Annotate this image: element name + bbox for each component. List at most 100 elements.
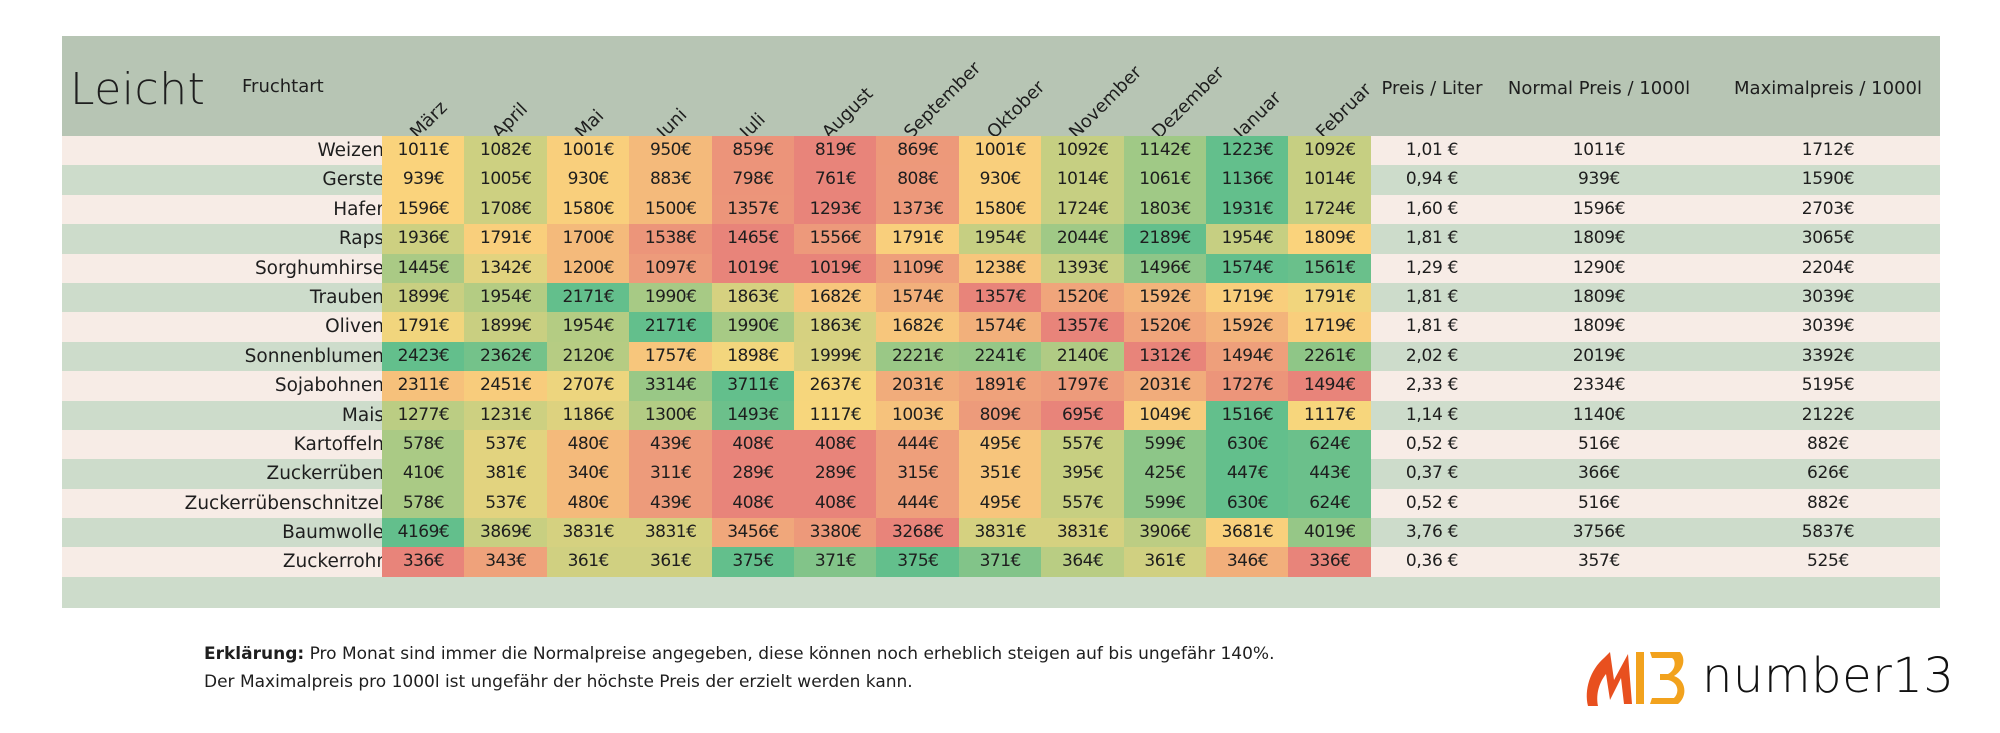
month-price-cell: 695€ <box>1041 400 1125 430</box>
month-price-cell: 1357€ <box>1041 312 1125 342</box>
month-price-cell: 1682€ <box>876 312 960 342</box>
month-price-cell: 1574€ <box>876 282 960 313</box>
max-price-cell: 3039€ <box>1801 316 1855 337</box>
month-price-cell: 408€ <box>794 429 877 460</box>
table-body: Weizen 1011€ 1082€ 1001€ 950€ 859€ 819€ 869€ 100… <box>62 136 1940 577</box>
month-price-cell: 1954€ <box>1206 224 1289 254</box>
price-per-liter-cell: 0,37 € <box>1405 463 1459 484</box>
month-price-cell: 1109€ <box>876 253 960 283</box>
month-price-cell: 1791€ <box>1288 282 1372 313</box>
month-price-cell: 1954€ <box>546 312 630 342</box>
month-price-cell: 1373€ <box>876 194 960 225</box>
table-header: Leicht Fruchtart März April Mai Juni Juli Aug… <box>62 36 1940 143</box>
crop-column-header: Fruchtart <box>242 76 324 97</box>
month-price-cell: 3831€ <box>546 518 630 548</box>
extra-column-header: Maximalpreis / 1000l <box>1734 78 1922 99</box>
logo-text: number13 <box>1702 648 1955 704</box>
month-price-cell: 2311€ <box>382 371 465 401</box>
brand-logo: number13 <box>1580 640 1954 710</box>
month-price-cell: 1791€ <box>464 224 548 254</box>
normal-price-cell: 3756€ <box>1572 522 1626 543</box>
month-price-cell: 578€ <box>382 488 465 519</box>
month-price-cell: 336€ <box>382 547 465 577</box>
price-per-liter-cell: 0,52 € <box>1405 492 1459 513</box>
month-price-cell: 289€ <box>794 459 877 489</box>
month-price-cell: 1200€ <box>546 253 630 283</box>
month-price-cell: 1936€ <box>382 224 465 254</box>
table-row: Gerste 939€ 1005€ 930€ 883€ 798€ 761€ 808€ 930€ 1… <box>62 165 1940 195</box>
month-price-cell: 1001€ <box>958 136 1042 166</box>
month-price-cell: 809€ <box>958 400 1042 430</box>
month-price-cell: 1791€ <box>876 224 960 254</box>
month-header: November <box>1065 61 1147 143</box>
month-price-cell: 2451€ <box>464 371 548 401</box>
normal-price-cell: 357€ <box>1577 551 1621 572</box>
max-price-cell: 3065€ <box>1801 228 1855 249</box>
month-price-cell: 1516€ <box>1206 400 1289 430</box>
month-price-cell: 1520€ <box>1123 312 1207 342</box>
month-price-cell: 1300€ <box>629 400 713 430</box>
month-price-cell: 1592€ <box>1123 282 1207 313</box>
month-price-cell: 1592€ <box>1206 312 1289 342</box>
month-price-cell: 1700€ <box>546 224 630 254</box>
month-price-cell: 2171€ <box>546 282 630 313</box>
month-price-cell: 3711€ <box>711 371 795 401</box>
month-price-cell: 1682€ <box>794 282 877 313</box>
month-price-cell: 1538€ <box>629 224 713 254</box>
month-price-cell: 1494€ <box>1206 341 1289 372</box>
max-price-cell: 882€ <box>1806 433 1850 454</box>
month-price-cell: 1596€ <box>382 194 465 225</box>
month-price-cell: 1520€ <box>1041 282 1125 313</box>
number13-logo-icon <box>1586 652 1685 706</box>
month-price-cell: 599€ <box>1123 488 1207 519</box>
normal-price-cell: 1290€ <box>1572 257 1626 278</box>
month-price-cell: 361€ <box>1123 547 1207 577</box>
month-price-cell: 1561€ <box>1288 253 1372 283</box>
month-price-cell: 315€ <box>876 459 960 489</box>
month-price-cell: 2031€ <box>876 371 960 401</box>
month-price-cell: 3831€ <box>1041 518 1125 548</box>
normal-price-cell: 1596€ <box>1572 198 1626 219</box>
month-price-cell: 1312€ <box>1123 341 1207 372</box>
month-price-cell: 351€ <box>958 459 1042 489</box>
price-per-liter-cell: 3,76 € <box>1405 522 1459 543</box>
month-price-cell: 1117€ <box>1288 400 1372 430</box>
month-price-cell: 1791€ <box>382 312 465 342</box>
crop-name: Oliven <box>325 316 384 338</box>
normal-price-cell: 516€ <box>1577 492 1621 513</box>
month-price-cell: 1445€ <box>382 253 465 283</box>
month-price-cell: 1231€ <box>464 400 548 430</box>
crop-name: Weizen <box>317 140 384 161</box>
month-price-cell: 537€ <box>464 429 548 460</box>
month-price-cell: 1003€ <box>876 400 960 430</box>
month-price-cell: 480€ <box>546 429 630 460</box>
month-price-cell: 444€ <box>876 429 960 460</box>
month-price-cell: 2120€ <box>546 341 630 372</box>
crop-name: Sorghumhirse <box>254 257 384 279</box>
month-price-cell: 3869€ <box>464 518 548 548</box>
crop-name: Trauben <box>309 286 384 308</box>
month-header: September <box>900 57 986 143</box>
normal-price-cell: 1809€ <box>1572 286 1626 307</box>
max-price-cell: 3039€ <box>1801 286 1855 307</box>
month-price-cell: 3380€ <box>794 518 877 548</box>
month-price-cell: 1580€ <box>958 194 1042 225</box>
month-price-cell: 439€ <box>629 429 713 460</box>
crop-name: Zuckerrohr <box>282 551 384 573</box>
month-price-cell: 4019€ <box>1288 518 1372 548</box>
month-price-cell: 869€ <box>876 136 960 166</box>
month-price-cell: 883€ <box>629 165 713 195</box>
crop-name: Hafer <box>333 198 384 220</box>
crop-name: Raps <box>338 228 384 250</box>
table-row: Mais 1277€ 1231€ 1186€ 1300€ 1493€ 1117€ 1003€ 8… <box>62 400 1940 430</box>
normal-price-cell: 516€ <box>1577 433 1621 454</box>
month-price-cell: 1809€ <box>1288 224 1372 254</box>
month-price-cell: 1724€ <box>1288 194 1372 225</box>
month-price-cell: 3831€ <box>629 518 713 548</box>
month-price-cell: 1049€ <box>1123 400 1207 430</box>
month-price-cell: 346€ <box>1206 547 1289 577</box>
price-per-liter-cell: 1,81 € <box>1405 228 1459 249</box>
table-row: Sojabohnen 2311€ 2451€ 2707€ 3314€ 3711€ 2637€… <box>62 371 1940 401</box>
month-price-cell: 1500€ <box>629 194 713 225</box>
month-price-cell: 798€ <box>711 165 795 195</box>
